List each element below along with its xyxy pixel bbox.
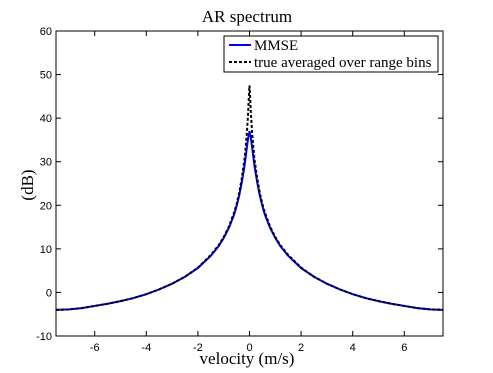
series-line-true-averaged <box>55 85 444 311</box>
legend-label-true: true averaged over range bins <box>254 55 432 71</box>
x-tick-label: -4 <box>141 342 151 354</box>
plot-frame <box>55 30 444 337</box>
y-tick-label: -10 <box>36 331 52 343</box>
x-tick-label: 0 <box>246 342 252 354</box>
y-tick-label: 0 <box>46 287 52 299</box>
legend-label-mmse: MMSE <box>254 38 298 54</box>
x-tick-label: -6 <box>90 342 100 354</box>
x-tick-label: 4 <box>350 342 356 354</box>
chart-title: AR spectrum <box>202 7 292 26</box>
legend: MMSE true averaged over range bins <box>223 35 439 73</box>
y-tick-label: 10 <box>40 244 52 256</box>
x-tick-label: 2 <box>298 342 304 354</box>
x-tick-label: 6 <box>401 342 407 354</box>
axis-ticks: -6 -4 -2 0 2 4 6 -10 0 10 20 30 40 50 60 <box>36 26 443 354</box>
y-tick-label: 60 <box>40 26 52 38</box>
series-line-mmse <box>55 131 444 311</box>
y-tick-label: 20 <box>40 200 52 212</box>
x-tick-label: -2 <box>193 342 203 354</box>
plot-lines <box>55 85 444 311</box>
legend-box <box>223 35 439 73</box>
y-axis-label: (dB) <box>18 169 37 200</box>
y-tick-label: 40 <box>40 113 52 125</box>
x-axis-label: velocity (m/s) <box>200 349 295 368</box>
y-tick-label: 50 <box>40 70 52 82</box>
y-tick-label: 30 <box>40 157 52 169</box>
